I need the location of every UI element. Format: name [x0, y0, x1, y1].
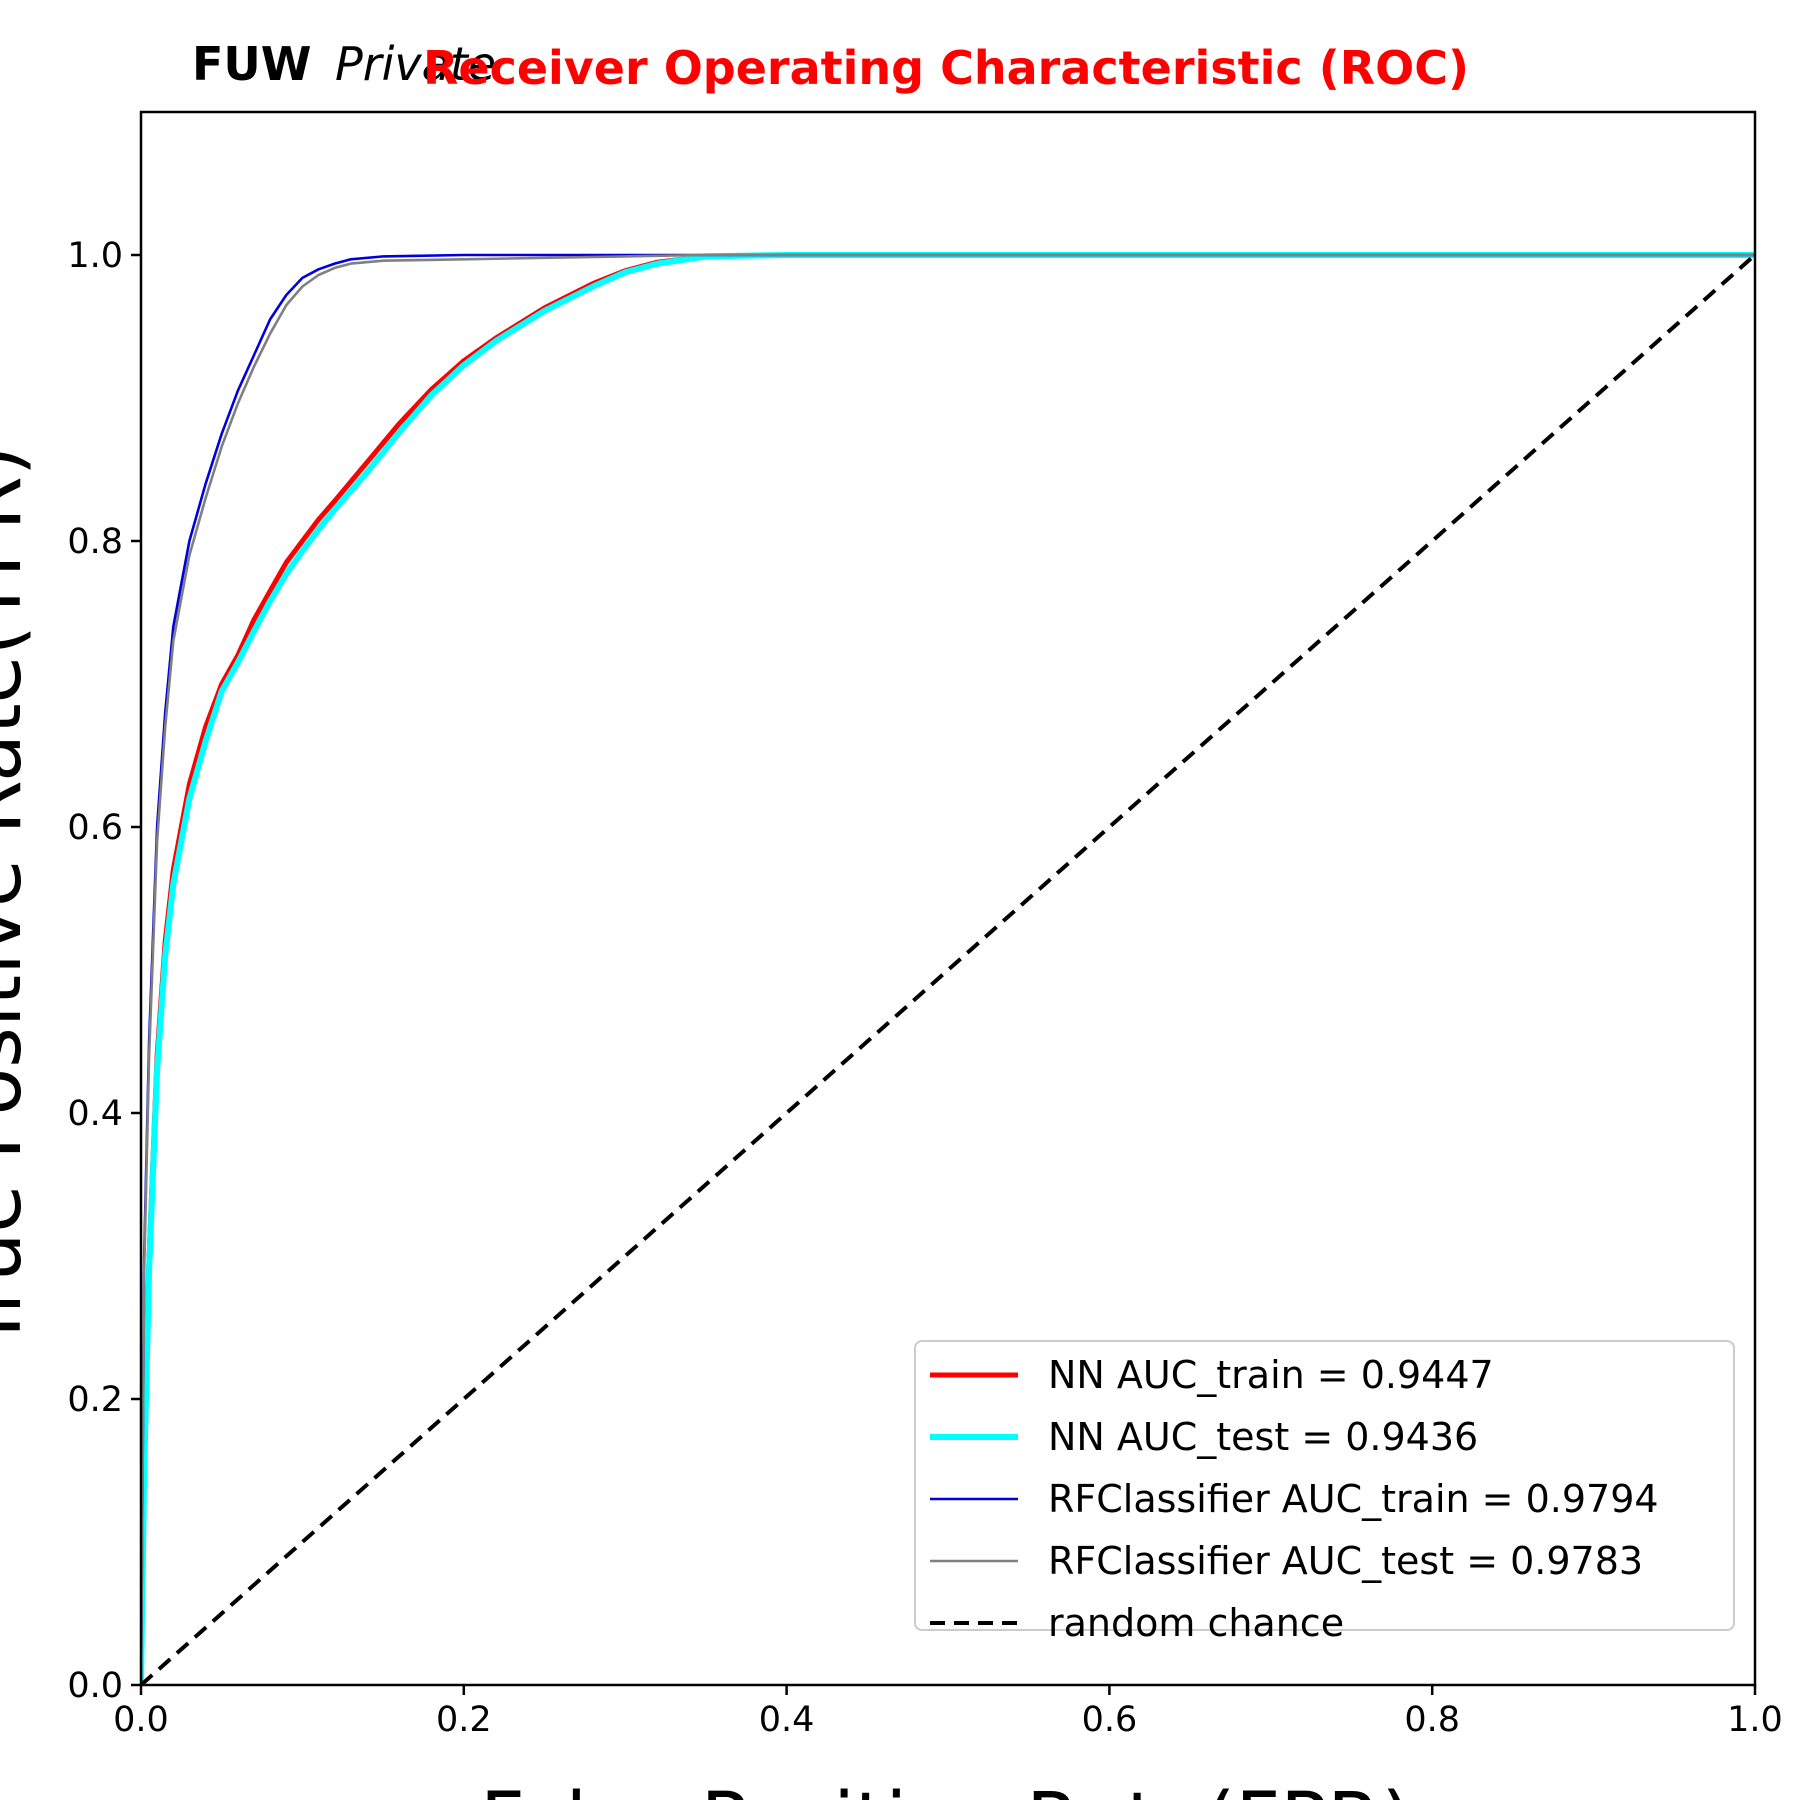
legend-label-0: NN AUC_train = 0.9447: [1048, 1353, 1494, 1397]
y-tick-label: 0.8: [67, 522, 123, 562]
series-line-3: [141, 253, 1755, 1685]
brand-bold: FUW: [192, 37, 312, 91]
x-tick-label: 0.2: [436, 1700, 492, 1740]
y-axis: 0.0 0.2 0.4 0.6 0.8 1.0: [67, 236, 141, 1706]
x-axis: 0.0 0.2 0.4 0.6 0.8 1.0: [113, 1685, 1783, 1740]
y-axis-title: True Positive Rate(TPR): [0, 446, 39, 1352]
x-tick-label: 0.8: [1404, 1700, 1460, 1740]
series-layer: [141, 252, 1755, 1685]
y-tick-label: 0.6: [67, 808, 123, 848]
legend: NN AUC_train = 0.9447 NN AUC_test = 0.943…: [914, 1340, 1735, 1645]
y-tick-label: 0.0: [67, 1666, 123, 1706]
chart-title: Receiver Operating Characteristic (ROC): [423, 41, 1469, 95]
x-tick-label: 0.6: [1082, 1700, 1138, 1740]
legend-label-2: RFClassifier AUC_train = 0.9794: [1048, 1477, 1659, 1521]
y-tick-label: 1.0: [67, 236, 123, 276]
legend-label-4: random chance: [1048, 1601, 1344, 1645]
y-tick-label: 0.4: [67, 1094, 123, 1134]
plot-frame: [139, 110, 1757, 1687]
legend-box: [914, 1340, 1735, 1631]
legend-label-1: NN AUC_test = 0.9436: [1048, 1415, 1478, 1459]
legend-label-3: RFClassifier AUC_test = 0.9783: [1048, 1539, 1643, 1583]
x-tick-label: 0.4: [759, 1700, 815, 1740]
x-tick-label: 0.0: [113, 1700, 169, 1740]
x-axis-title: False Positive Rate(FPR): [480, 1777, 1412, 1800]
x-tick-label: 1.0: [1727, 1700, 1783, 1740]
series-line-1: [141, 252, 1755, 1685]
brand-italic: Private: [335, 37, 496, 91]
y-tick-label: 0.2: [67, 1380, 123, 1420]
